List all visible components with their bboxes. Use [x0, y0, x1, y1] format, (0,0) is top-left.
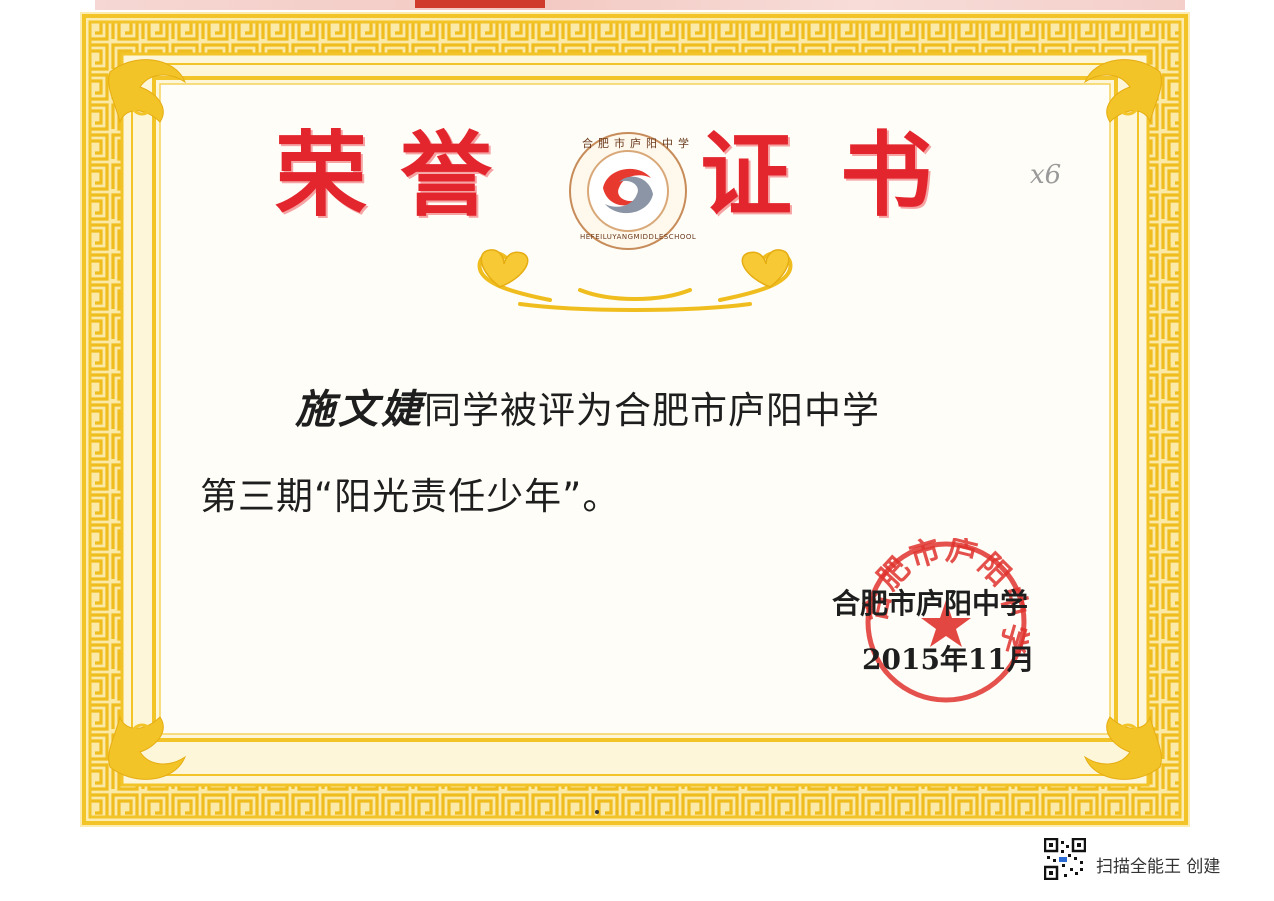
school-logo — [569, 132, 687, 250]
title-char-4: 书 — [840, 122, 933, 229]
scanner-watermark: 扫描全能王 创建 — [1096, 857, 1221, 877]
handwritten-note: x6 — [1030, 160, 1062, 190]
issuer-name: 合肥市庐阳中学 — [832, 587, 1029, 620]
certificate: 合肥市庐阳中学 HEFEILUYANGMIDDLESCHOOL — [80, 12, 1190, 827]
logo-en-text: HEFEILUYANGMIDDLESCHOOL — [580, 233, 697, 241]
title-char-3: 证 — [700, 122, 793, 229]
issue-date: 2015年11月 — [862, 643, 1035, 676]
recipient-name: 施文婕 — [295, 386, 424, 433]
official-seal: 合肥市庐阳中学 — [862, 538, 1030, 703]
top-red-strip — [415, 0, 545, 8]
paper-dot — [595, 810, 599, 814]
qr-code-icon — [1044, 838, 1086, 880]
top-paper-strip — [95, 0, 1185, 10]
award-line-1: 施文婕同学被评为合肥市庐阳中学 — [295, 390, 880, 430]
award-line-2: 第三期“阳光责任少年”。 — [200, 475, 621, 518]
logo-cn-text: 合肥市庐阳中学 — [582, 137, 694, 150]
award-line-1-text: 同学被评为合肥市庐阳中学 — [424, 389, 880, 432]
title-char-2: 誉 — [400, 122, 493, 229]
title-char-1: 荣 — [275, 122, 368, 229]
